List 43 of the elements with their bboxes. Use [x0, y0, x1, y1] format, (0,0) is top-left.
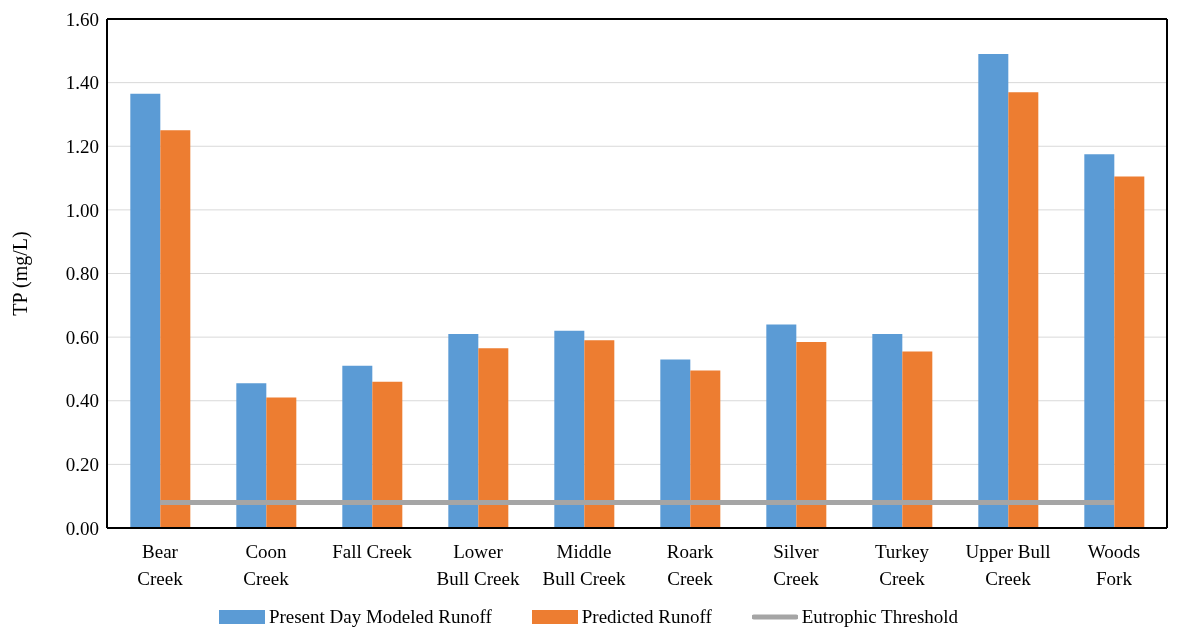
legend-label: Predicted Runoff	[581, 606, 712, 628]
y-tick-label: 1.60	[65, 8, 99, 30]
y-tick-label: 0.40	[65, 390, 99, 412]
x-tick-label: Silver Creek	[773, 541, 820, 589]
bar	[372, 381, 403, 528]
bar	[448, 333, 479, 528]
x-tick-label: Fall Creek	[332, 541, 413, 562]
bar	[130, 93, 161, 528]
y-tick-label: 0.00	[65, 517, 99, 539]
y-tick-label: 1.20	[65, 135, 99, 157]
bar	[1084, 154, 1115, 528]
x-tick-label: Middle Bull Creek	[542, 541, 626, 589]
bar	[978, 53, 1009, 528]
bar	[690, 370, 721, 528]
bar	[266, 397, 297, 528]
bar	[1008, 92, 1039, 528]
y-tick-label: 1.40	[65, 72, 99, 94]
y-tick-label: 0.60	[65, 326, 99, 348]
bar	[872, 333, 903, 528]
bar	[342, 365, 373, 528]
bar	[1114, 176, 1145, 528]
x-tick-label: Upper Bull Creek	[965, 541, 1051, 589]
legend-label: Eutrophic Threshold	[801, 606, 959, 628]
bar	[236, 383, 267, 528]
y-tick-label: 1.00	[65, 199, 99, 221]
y-tick-label: 0.80	[65, 263, 99, 285]
y-axis-title: TP (mg/L)	[9, 231, 33, 316]
bar	[660, 359, 691, 528]
bar	[766, 324, 797, 528]
x-tick-label: Turkey Creek	[874, 541, 930, 589]
x-tick-label: Roark Creek	[666, 541, 714, 589]
y-tick-label: 0.20	[65, 454, 99, 476]
x-tick-label: Bear Creek	[137, 541, 184, 589]
x-tick-label: Coon Creek	[243, 541, 290, 589]
legend-label: Present Day Modeled Runoff	[268, 606, 492, 628]
bar	[478, 348, 509, 528]
bar	[584, 340, 615, 528]
x-tick-label: Woods Fork	[1087, 541, 1141, 589]
bar	[160, 130, 191, 528]
x-tick-label: Lower Bull Creek	[436, 541, 520, 589]
bar	[554, 330, 585, 528]
bar	[902, 351, 933, 528]
bar	[796, 341, 827, 528]
